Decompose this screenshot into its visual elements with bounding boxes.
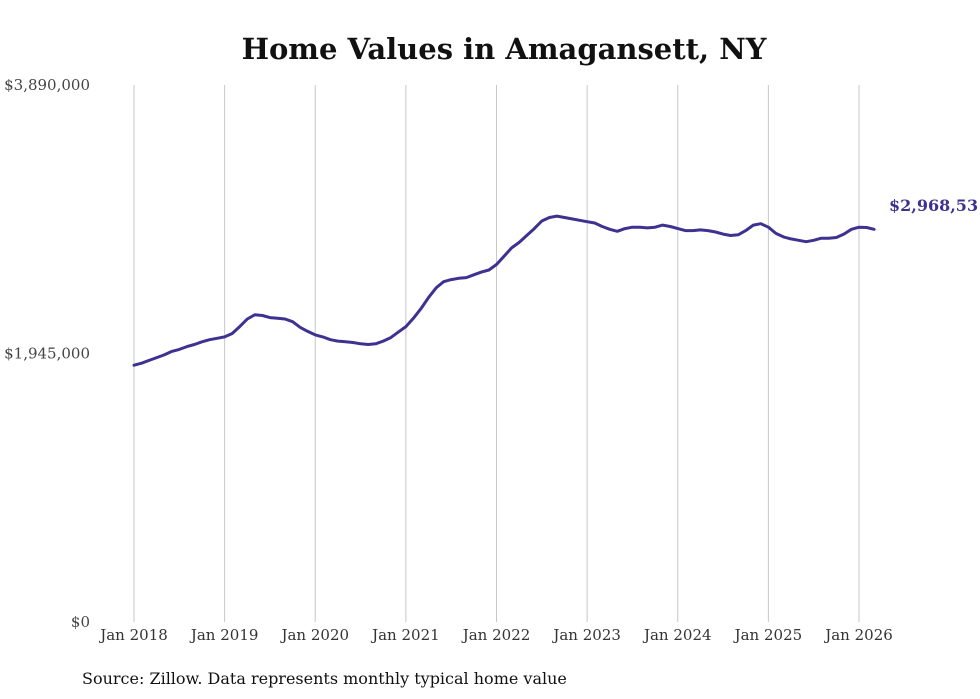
y-tick-label: $1,945,000 — [4, 345, 90, 363]
y-tick-label: $3,890,000 — [4, 76, 90, 94]
x-tick-label: Jan 2020 — [279, 626, 349, 644]
x-axis-ticks: Jan 2018 Jan 2019 Jan 2020 Jan 2021 Jan 2022… — [98, 626, 893, 644]
x-tick-label: Jan 2025 — [733, 626, 803, 644]
y-axis-ticks: $0 $1,945,000 $3,890,000 — [4, 76, 90, 631]
x-tick-label: Jan 2021 — [370, 626, 440, 644]
grid-layer — [133, 85, 860, 622]
end-value-label: $2,968,53 — [889, 196, 978, 215]
x-tick-label: Jan 2026 — [823, 626, 893, 644]
x-tick-label: Jan 2019 — [189, 626, 259, 644]
y-tick-label: $0 — [71, 613, 90, 631]
x-tick-label: Jan 2024 — [642, 626, 712, 644]
source-note: Source: Zillow. Data represents monthly … — [82, 669, 567, 688]
x-tick-label: Jan 2018 — [98, 626, 168, 644]
series-line-home-value — [132, 214, 876, 367]
chart-title: Home Values in Amagansett, NY — [242, 32, 767, 66]
x-tick-label: Jan 2023 — [551, 626, 621, 644]
x-tick-label: Jan 2022 — [461, 626, 531, 644]
